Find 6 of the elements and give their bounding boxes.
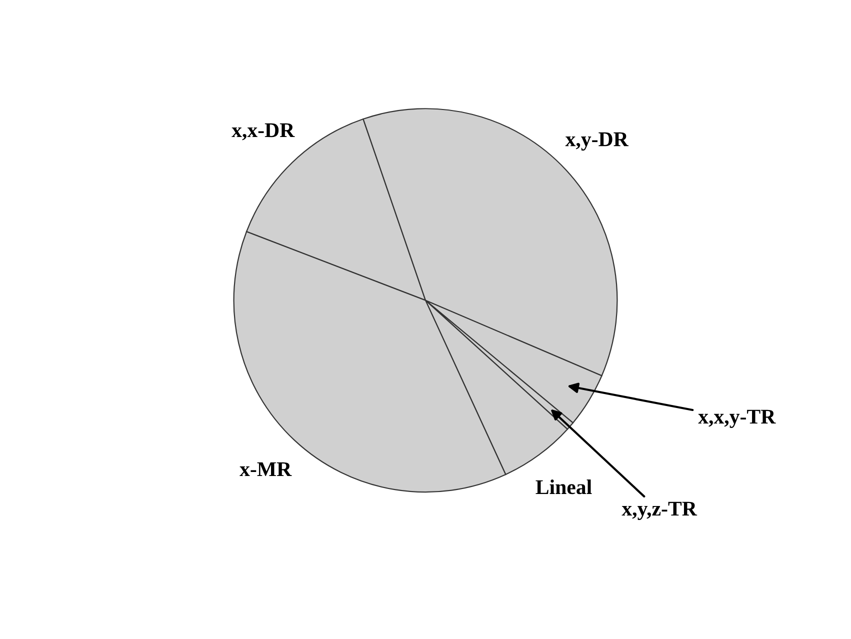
slice-label: x-MR (240, 462, 292, 476)
slice-label: Lineal (536, 480, 592, 494)
slice-label: x,x-DR (232, 123, 295, 140)
slice-label: x,y,z-TR (622, 502, 698, 520)
slice-label: x,y-DR (565, 132, 629, 151)
slice-label: x,x,y-TR (698, 410, 776, 428)
